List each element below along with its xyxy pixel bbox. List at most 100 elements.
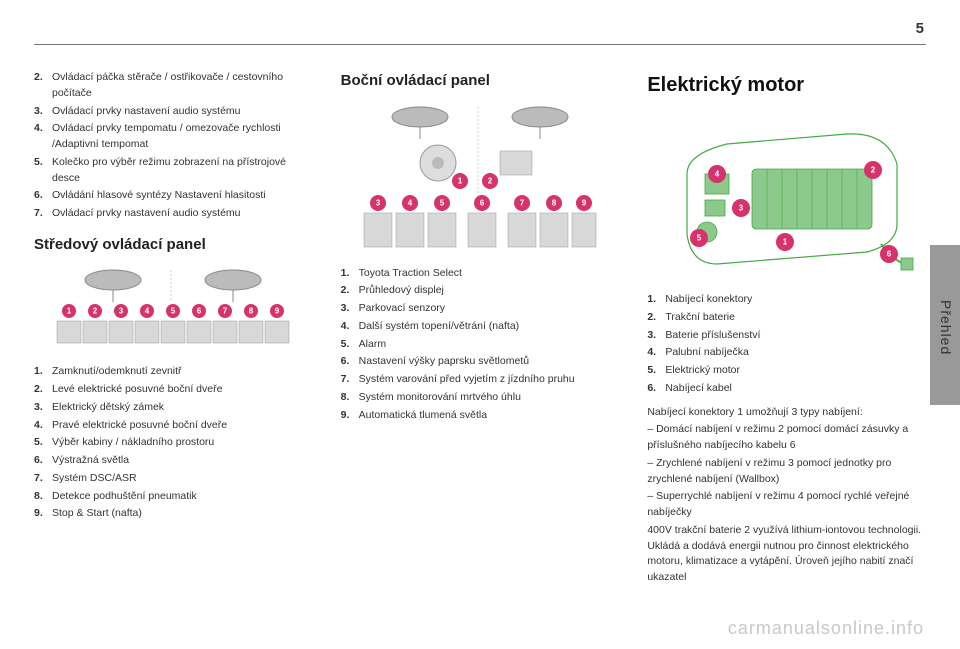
- li-num: 5.: [34, 435, 52, 451]
- li-num: 6.: [34, 453, 52, 469]
- li-num: 3.: [34, 400, 52, 416]
- li-num: 3.: [34, 104, 52, 120]
- para: Nabíjecí konektory 1 umožňují 3 typy nab…: [647, 405, 926, 421]
- li-text: Další systém topení/větrání (nafta): [359, 319, 519, 335]
- li-text: Detekce podhuštění pneumatik: [52, 489, 197, 505]
- li-num: 4.: [647, 345, 665, 361]
- li-num: 5.: [647, 363, 665, 379]
- svg-text:1: 1: [458, 176, 463, 185]
- figure-ev-chassis: 1 2 3 4 5 6: [647, 114, 926, 284]
- li-text: Nastavení výšky paprsku světlometů: [359, 354, 529, 370]
- li-text: Alarm: [359, 337, 386, 353]
- svg-text:1: 1: [782, 238, 787, 247]
- col1-list-b: 1.Zamknutí/odemknutí zevnitř 2.Levé elek…: [34, 364, 313, 522]
- svg-text:8: 8: [552, 198, 557, 207]
- svg-text:5: 5: [440, 198, 445, 207]
- col3-body: Nabíjecí konektory 1 umožňují 3 typy nab…: [647, 405, 926, 586]
- li-num: 1.: [34, 364, 52, 380]
- svg-text:4: 4: [714, 170, 719, 179]
- column-3: Elektrický motor: [647, 70, 926, 639]
- li-num: 8.: [34, 489, 52, 505]
- li-num: 6.: [34, 188, 52, 204]
- li-num: 7.: [34, 471, 52, 487]
- li-text: Ovládací prvky tempomatu / omezovače ryc…: [52, 121, 313, 153]
- svg-text:4: 4: [408, 198, 413, 207]
- li-num: 6.: [341, 354, 359, 370]
- li-num: 2.: [34, 382, 52, 398]
- column-1: 2.Ovládací páčka stěrače / ostřikovače /…: [34, 70, 313, 639]
- svg-text:6: 6: [480, 198, 485, 207]
- li-text: Levé elektrické posuvné boční dveře: [52, 382, 222, 398]
- svg-text:6: 6: [197, 307, 202, 316]
- li-text: Palubní nabíječka: [665, 345, 748, 361]
- column-2: Boční ovládací panel 1 2: [341, 70, 620, 639]
- watermark: carmanualsonline.info: [728, 618, 924, 639]
- svg-text:3: 3: [738, 204, 743, 213]
- li-text: Baterie příslušenství: [665, 328, 760, 344]
- li-text: Stop & Start (nafta): [52, 506, 142, 522]
- li-num: 8.: [341, 390, 359, 406]
- li-text: Ovládací páčka stěrače / ostřikovače / c…: [52, 70, 313, 102]
- li-num: 5.: [34, 155, 52, 187]
- para: – Superrychlé nabíjení v režimu 4 pomocí…: [647, 489, 926, 521]
- li-text: Automatická tlumená světla: [359, 408, 487, 424]
- li-num: 3.: [341, 301, 359, 317]
- col2-heading: Boční ovládací panel: [341, 70, 620, 93]
- li-text: Elektrický motor: [665, 363, 740, 379]
- li-text: Zamknutí/odemknutí zevnitř: [52, 364, 182, 380]
- li-text: Systém DSC/ASR: [52, 471, 137, 487]
- page-number: 5: [916, 20, 924, 37]
- svg-text:3: 3: [119, 307, 124, 316]
- svg-text:2: 2: [93, 307, 98, 316]
- li-num: 4.: [34, 418, 52, 434]
- svg-text:2: 2: [870, 166, 875, 175]
- svg-text:2: 2: [488, 176, 493, 185]
- li-num: 2.: [34, 70, 52, 102]
- svg-text:6: 6: [886, 250, 891, 259]
- columns: 2.Ovládací páčka stěrače / ostřikovače /…: [34, 70, 926, 639]
- li-text: Ovládací prvky nastavení audio systému: [52, 104, 241, 120]
- li-text: Systém varování před vyjetím z jízdního …: [359, 372, 575, 388]
- li-text: Nabíjecí kabel: [665, 381, 732, 397]
- li-num: 4.: [34, 121, 52, 153]
- svg-text:3: 3: [376, 198, 381, 207]
- para: – Domácí nabíjení v režimu 2 pomocí domá…: [647, 422, 926, 454]
- li-num: 3.: [647, 328, 665, 344]
- svg-text:9: 9: [275, 307, 280, 316]
- col1-list-a: 2.Ovládací páčka stěrače / ostřikovače /…: [34, 70, 313, 222]
- li-num: 9.: [341, 408, 359, 424]
- svg-text:5: 5: [171, 307, 176, 316]
- li-num: 9.: [34, 506, 52, 522]
- col3-list: 1.Nabíjecí konektory 2.Trakční baterie 3…: [647, 292, 926, 397]
- svg-text:8: 8: [249, 307, 254, 316]
- li-num: 1.: [341, 266, 359, 282]
- svg-text:7: 7: [520, 198, 525, 207]
- li-text: Ovládání hlasové syntézy Nastavení hlasi…: [52, 188, 266, 204]
- top-rule: [34, 44, 926, 45]
- figure-side-panel: 1 2 3 4 5 6 7 8 9: [341, 103, 620, 258]
- li-text: Nabíjecí konektory: [665, 292, 752, 308]
- li-num: 5.: [341, 337, 359, 353]
- li-num: 6.: [647, 381, 665, 397]
- li-text: Výstražná světla: [52, 453, 129, 469]
- li-text: Trakční baterie: [665, 310, 735, 326]
- svg-text:4: 4: [145, 307, 150, 316]
- col3-heading: Elektrický motor: [647, 70, 926, 100]
- col2-list: 1.Toyota Traction Select 2.Průhledový di…: [341, 266, 620, 424]
- svg-text:7: 7: [223, 307, 228, 316]
- li-text: Ovládací prvky nastavení audio systému: [52, 206, 241, 222]
- li-num: 1.: [647, 292, 665, 308]
- li-num: 4.: [341, 319, 359, 335]
- li-num: 2.: [647, 310, 665, 326]
- svg-text:5: 5: [696, 234, 701, 243]
- li-text: Výběr kabiny / nákladního prostoru: [52, 435, 214, 451]
- svg-text:1: 1: [67, 307, 72, 316]
- li-text: Kolečko pro výběr režimu zobrazení na př…: [52, 155, 313, 187]
- li-text: Elektrický dětský zámek: [52, 400, 164, 416]
- figure-center-panel: 1 2 3 4 5 6 7 8 9: [34, 266, 313, 356]
- para: 400V trakční baterie 2 využívá lithium-i…: [647, 523, 926, 586]
- li-text: Parkovací senzory: [359, 301, 445, 317]
- li-text: Toyota Traction Select: [359, 266, 462, 282]
- col1-heading: Středový ovládací panel: [34, 234, 313, 257]
- li-text: Systém monitorování mrtvého úhlu: [359, 390, 521, 406]
